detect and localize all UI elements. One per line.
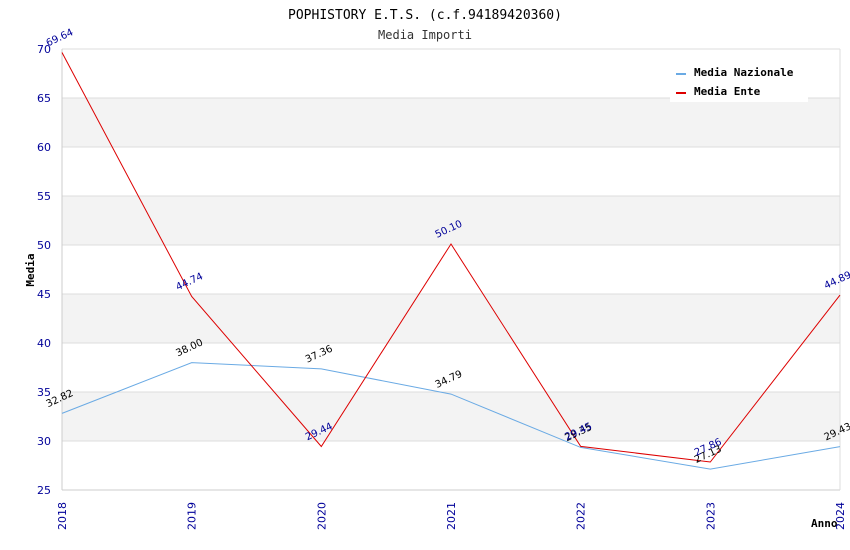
axes: [61, 49, 841, 491]
plot-band: [62, 98, 840, 147]
x-ticks: 2018 2019 2020 2021 2022 2023 2024: [56, 502, 847, 530]
y-ticks: 25 30 35 40 45 50 55 60 65 70: [37, 43, 51, 497]
series-line-1: [61, 52, 841, 463]
x-tick-label: 2022: [575, 502, 588, 530]
gridlines: [62, 48, 840, 491]
plot-bands: [62, 49, 840, 490]
y-tick-label: 65: [37, 92, 51, 105]
y-tick-label: 55: [37, 190, 51, 203]
plot-band: [62, 196, 840, 245]
plot-band: [62, 147, 840, 196]
y-axis-label: Media: [24, 253, 37, 286]
legend-label: Media Ente: [694, 85, 761, 98]
legend-box: [670, 60, 808, 102]
plot-band: [62, 343, 840, 392]
x-tick-label: 2024: [834, 502, 847, 530]
x-tick-label: 2019: [186, 502, 199, 530]
y-tick-label: 50: [37, 239, 51, 252]
plot-band: [62, 441, 840, 490]
data-label: 69.64: [45, 27, 76, 49]
plot-band: [62, 245, 840, 294]
plot-band: [62, 392, 840, 441]
x-tick-label: 2023: [704, 502, 717, 530]
y-tick-label: 60: [37, 141, 51, 154]
chart-subtitle: Media Importi: [378, 28, 472, 42]
plot-band: [62, 294, 840, 343]
y-tick-label: 25: [37, 484, 51, 497]
chart-title: POPHISTORY E.T.S. (c.f.94189420360): [288, 8, 562, 23]
x-tick-label: 2020: [315, 502, 328, 530]
y-tick-label: 35: [37, 386, 51, 399]
y-tick-label: 40: [37, 337, 51, 350]
series-lines: [61, 52, 841, 470]
y-tick-label: 45: [37, 288, 51, 301]
x-axis-label: Anno: [811, 517, 838, 530]
legend-label: Media Nazionale: [694, 66, 794, 79]
x-tick-label: 2018: [56, 502, 69, 530]
y-tick-label: 30: [37, 435, 51, 448]
x-tick-label: 2021: [445, 502, 458, 530]
legend: Media Nazionale Media Ente: [670, 60, 808, 102]
y-tick-label: 70: [37, 43, 51, 56]
series-line-0: [61, 362, 841, 470]
